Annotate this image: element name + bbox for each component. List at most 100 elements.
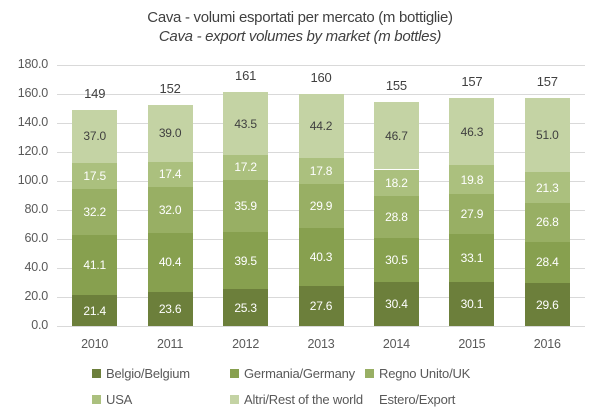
bar-total-label: 160 — [310, 70, 332, 86]
bar-segment: 26.8 — [524, 203, 570, 242]
bar-segment: 19.8 — [449, 165, 495, 194]
bar-segment: 17.8 — [298, 158, 344, 185]
x-axis-label: 2016 — [533, 337, 561, 351]
y-axis-label: 180.0 — [17, 57, 48, 71]
legend-label: Belgio/Belgium — [106, 366, 190, 381]
bar-segment-label: 30.5 — [385, 252, 408, 267]
bar-total-label: 157 — [536, 74, 558, 90]
bar-segment-label: 35.9 — [234, 199, 257, 214]
bar-segment: 40.3 — [298, 227, 344, 286]
bar-segment-label: 41.1 — [83, 258, 106, 273]
bar-segment-label: 33.1 — [460, 251, 484, 266]
bar-segment: 21.4 — [72, 295, 118, 326]
bar-total-label: 152 — [159, 81, 181, 96]
bar-segment-label: 17.4 — [158, 167, 182, 182]
y-axis-label: 60.0 — [24, 231, 48, 245]
gridline — [57, 65, 585, 66]
bar-total-label: 161 — [235, 68, 257, 83]
y-axis-label: 80.0 — [24, 202, 48, 216]
bar-segment: 40.4 — [147, 233, 193, 292]
legend-item: Estero/Export — [365, 392, 455, 407]
legend-swatch — [92, 395, 101, 404]
bar-segment-label: 17.8 — [309, 164, 333, 179]
bar-segment: 29.9 — [298, 184, 344, 228]
bar-segment-label: 30.4 — [385, 296, 408, 311]
bar-segment-label: 39.5 — [234, 253, 257, 268]
bar-segment: 17.5 — [72, 163, 118, 189]
bar-segment-label: 19.8 — [460, 172, 484, 187]
bar-segment: 27.6 — [298, 286, 344, 326]
bar-segment-label: 18.2 — [385, 175, 408, 190]
bar-segment: 17.4 — [147, 161, 193, 187]
bar-segment-label: 25.3 — [234, 300, 257, 315]
bar-segment-label: 40.3 — [309, 249, 333, 264]
bar-segment: 39.0 — [147, 105, 193, 162]
x-axis-label: 2014 — [382, 337, 410, 351]
legend-item: USA — [92, 392, 132, 407]
bar-segment-label: 28.4 — [536, 255, 559, 270]
x-axis-label: 2010 — [81, 337, 109, 351]
bar-segment-label: 23.6 — [158, 301, 182, 316]
legend-swatch — [365, 395, 374, 404]
bar-segment: 41.1 — [72, 235, 118, 295]
bar-segment-label: 46.3 — [460, 124, 484, 139]
y-axis-label: 100.0 — [17, 173, 48, 187]
legend-label: Regno Unito/UK — [379, 366, 471, 381]
bar-segment-label: 30.1 — [460, 297, 484, 312]
bar-segment-label: 17.2 — [234, 160, 257, 175]
bar-segment: 28.8 — [373, 195, 419, 238]
x-axis-label: 2011 — [157, 337, 184, 351]
bar-segment: 46.7 — [373, 101, 419, 170]
legend-item: Altri/Rest of the world — [230, 392, 363, 407]
bar-segment-label: 28.8 — [385, 209, 408, 224]
bar-segment: 18.2 — [373, 169, 419, 196]
x-axis-label: 2012 — [232, 337, 260, 351]
legend-swatch — [365, 369, 374, 378]
y-axis-label: 120.0 — [17, 144, 48, 158]
bar-segment: 28.4 — [524, 241, 570, 284]
bar-segment: 30.5 — [373, 237, 419, 282]
bar-segment-label: 29.9 — [309, 198, 333, 213]
bar-segment-label: 46.7 — [385, 128, 408, 143]
legend-swatch — [230, 395, 239, 404]
bar-segment-label: 37.0 — [83, 129, 106, 144]
bar-segment-label: 27.6 — [309, 299, 333, 313]
bar-segment: 29.6 — [524, 283, 570, 326]
legend-item: Germania/Germany — [230, 366, 355, 381]
bar-segment-label: 26.8 — [536, 215, 559, 230]
bar-segment: 43.5 — [223, 92, 269, 156]
bar-segment: 25.3 — [223, 289, 269, 326]
bar-segment: 32.2 — [72, 188, 118, 236]
y-axis-label: 0.0 — [31, 318, 48, 332]
bar-segment: 30.1 — [449, 282, 495, 326]
legend-swatch — [92, 369, 101, 378]
bar-segment: 23.6 — [147, 291, 193, 326]
bar-segment: 27.9 — [449, 193, 495, 235]
bar-segment: 44.2 — [298, 94, 344, 159]
y-axis-label: 40.0 — [24, 260, 48, 274]
bar-segment-label: 51.0 — [536, 128, 559, 143]
bar-segment: 21.3 — [524, 172, 570, 204]
bar-segment-label: 32.0 — [158, 202, 182, 217]
bar-segment: 51.0 — [524, 98, 570, 173]
bar-segment: 30.4 — [373, 281, 419, 326]
bar-segment-label: 29.6 — [536, 297, 559, 312]
chart-title: Cava - volumi esportati per mercato (m b… — [147, 9, 453, 26]
bar-segment: 46.3 — [449, 98, 495, 166]
gridline — [57, 326, 585, 327]
bar-total-label: 157 — [461, 74, 483, 90]
bar-segment-label: 21.4 — [83, 303, 106, 318]
y-axis-label: 20.0 — [24, 289, 48, 303]
y-axis-label: 140.0 — [17, 115, 48, 129]
bar-segment-label: 39.0 — [158, 126, 182, 141]
chart-subtitle: Cava - export volumes by market (m bottl… — [158, 28, 442, 45]
bar-segment: 32.0 — [147, 186, 193, 234]
bar-segment: 17.2 — [223, 155, 269, 180]
legend-label: Germania/Germany — [244, 366, 355, 381]
legend-swatch — [230, 369, 239, 378]
bar-segment: 39.5 — [223, 232, 269, 290]
bar-total-label: 155 — [385, 77, 407, 93]
bar-segment-label: 40.4 — [158, 255, 182, 270]
